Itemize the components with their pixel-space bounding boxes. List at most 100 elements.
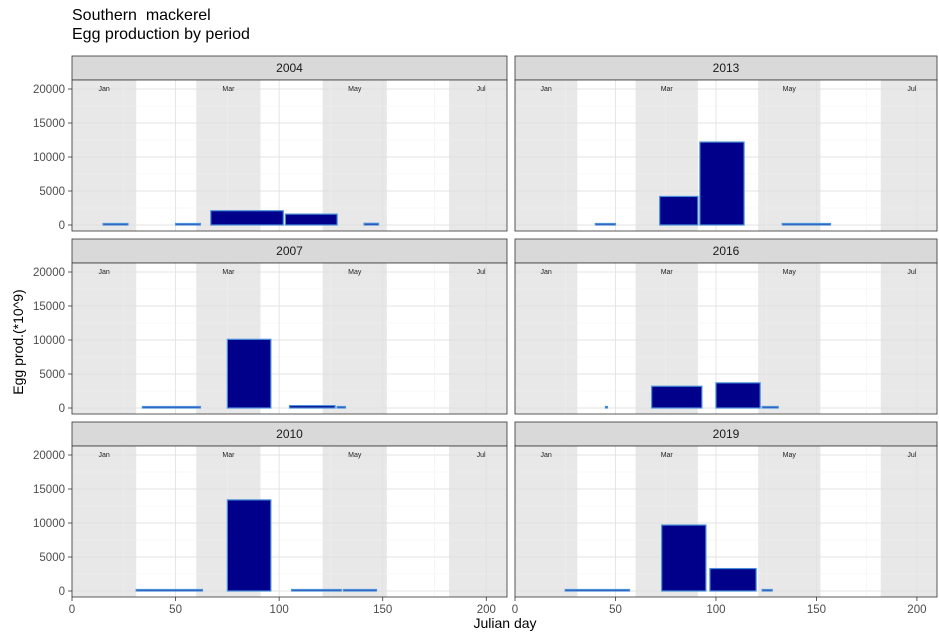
panel-strip-label: 2019	[713, 427, 740, 441]
bar	[290, 588, 342, 592]
panel-border	[514, 445, 938, 598]
x-tick-label: 100	[706, 604, 725, 616]
y-tick-label: 5000	[39, 369, 65, 381]
panel-strip-label: 2004	[276, 61, 303, 75]
bar	[102, 222, 129, 226]
month-label: May	[348, 452, 362, 459]
y-tick-label: 0	[59, 220, 65, 232]
panel-2007: 2007 Jan Mar May Jul 0 5000 10000 15000 20000	[33, 238, 508, 415]
bar	[651, 385, 703, 409]
bar	[141, 405, 202, 409]
bar	[659, 195, 699, 226]
month-band-may	[322, 446, 387, 597]
y-tick-label: 0	[59, 586, 65, 598]
y-tick-label: 0	[59, 403, 65, 415]
month-band-may	[758, 446, 821, 597]
month-label: Jan	[98, 269, 109, 276]
panel-strip	[514, 421, 938, 447]
bar	[661, 524, 707, 592]
panel-2019: 2019 Jan Mar May Jul 0 50 100 150 200	[512, 421, 938, 616]
month-label: May	[783, 86, 797, 93]
month-label: Jul	[477, 452, 486, 459]
month-band-jul	[449, 80, 507, 231]
panel-strip-label: 2013	[713, 61, 740, 75]
bar	[709, 567, 757, 592]
panel-2004: 2004 Jan Mar May Jul 0 5000 10000 15000 20000	[33, 55, 508, 232]
panel-strip	[514, 238, 938, 264]
bar	[363, 222, 380, 226]
month-band-jul	[880, 263, 937, 414]
month-band-jan	[515, 263, 578, 414]
month-band-jul	[449, 263, 507, 414]
month-label: May	[783, 452, 797, 459]
panel-border	[514, 79, 938, 232]
month-label: Jan	[98, 452, 109, 459]
y-tick-label: 5000	[39, 186, 65, 198]
month-band-may	[758, 263, 821, 414]
bar	[226, 338, 272, 409]
panel-border	[514, 262, 938, 415]
month-band-jul	[880, 446, 937, 597]
bar	[699, 141, 745, 226]
panel-background	[72, 446, 507, 597]
panel-border	[71, 445, 508, 598]
month-label: Mar	[661, 86, 674, 93]
month-label: Mar	[222, 452, 235, 459]
month-label: Jan	[540, 86, 551, 93]
x-tick-label: 200	[907, 604, 926, 616]
month-label: Jul	[907, 452, 916, 459]
x-tick-label: 50	[609, 604, 622, 616]
x-tick-label: 150	[807, 604, 826, 616]
y-tick-label: 10000	[33, 335, 65, 347]
month-band-jan	[72, 446, 137, 597]
bar	[781, 222, 832, 226]
month-band-jan	[515, 80, 578, 231]
bar	[761, 588, 773, 592]
month-band-may	[322, 263, 387, 414]
month-label: Mar	[222, 86, 235, 93]
panel-2016: 2016 Jan Mar May Jul	[514, 238, 938, 415]
month-label: Mar	[661, 452, 674, 459]
panel-strip	[514, 55, 938, 81]
y-tick-label: 20000	[33, 450, 65, 462]
y-tick-label: 5000	[39, 552, 65, 564]
y-tick-label: 10000	[33, 152, 65, 164]
month-band-jan	[515, 446, 578, 597]
y-tick-label: 15000	[33, 301, 65, 313]
x-tick-label: 0	[512, 604, 518, 616]
y-tick-label: 15000	[33, 484, 65, 496]
month-label: Jul	[907, 86, 916, 93]
bar	[715, 382, 761, 409]
y-tick-label: 10000	[33, 518, 65, 530]
chart-titles: Southern mackerel Egg production by peri…	[72, 6, 250, 44]
month-label: Mar	[661, 269, 674, 276]
month-band-jul	[449, 446, 507, 597]
panel-strip	[71, 55, 508, 81]
panel-2013: 2013 Jan Mar May Jul	[514, 55, 938, 232]
month-band-jan	[72, 80, 137, 231]
bar	[288, 405, 336, 409]
panel-2010: 2010 Jan Mar May Jul 0 5000 10000 15000 20000 0 50 1…	[33, 421, 508, 616]
x-tick-label: 200	[477, 604, 496, 616]
month-label: May	[783, 269, 797, 276]
bar	[336, 405, 347, 409]
month-label: Jul	[907, 269, 916, 276]
month-band-mar	[196, 80, 261, 231]
month-label: May	[348, 269, 362, 276]
panel-background	[72, 80, 507, 231]
month-band-may	[758, 80, 821, 231]
panel-strip-label: 2007	[276, 244, 303, 258]
chart-subtitle: Egg production by period	[72, 26, 250, 43]
bar	[135, 588, 204, 592]
bar	[604, 405, 609, 409]
month-band-jul	[880, 80, 937, 231]
month-label: Jan	[540, 269, 551, 276]
month-label: Jan	[540, 452, 551, 459]
month-label: May	[348, 86, 362, 93]
month-label: Jan	[98, 86, 109, 93]
x-tick-label: 50	[169, 604, 182, 616]
panel-strip-label: 2016	[713, 244, 740, 258]
